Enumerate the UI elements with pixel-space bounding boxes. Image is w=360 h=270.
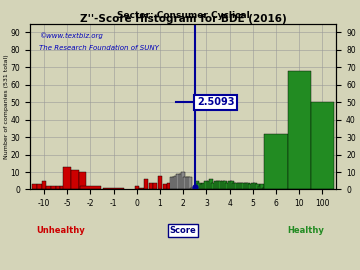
Bar bbox=[237, 183, 241, 190]
Bar bbox=[149, 183, 153, 190]
Bar bbox=[60, 186, 65, 190]
Bar bbox=[181, 172, 185, 190]
Bar bbox=[55, 186, 60, 190]
Bar bbox=[103, 188, 124, 190]
Text: Sector: Consumer Cyclical: Sector: Consumer Cyclical bbox=[117, 11, 249, 20]
Bar bbox=[153, 183, 157, 190]
Bar bbox=[184, 177, 188, 190]
Bar bbox=[200, 184, 204, 190]
Bar bbox=[80, 186, 101, 190]
Bar bbox=[221, 181, 225, 190]
Bar bbox=[42, 181, 46, 190]
Bar bbox=[223, 181, 227, 190]
Text: Unhealthy: Unhealthy bbox=[36, 226, 85, 235]
Bar bbox=[158, 176, 162, 190]
Bar bbox=[46, 186, 51, 190]
Text: 2.5093: 2.5093 bbox=[197, 97, 234, 107]
Text: The Research Foundation of SUNY: The Research Foundation of SUNY bbox=[39, 45, 159, 51]
Bar bbox=[172, 177, 176, 190]
Bar bbox=[32, 184, 37, 190]
Bar bbox=[261, 188, 267, 190]
Bar bbox=[228, 181, 232, 190]
Bar bbox=[188, 177, 192, 190]
Bar bbox=[51, 186, 55, 190]
Bar bbox=[179, 174, 183, 190]
Bar bbox=[202, 183, 206, 190]
Bar bbox=[311, 102, 334, 190]
Bar bbox=[197, 183, 202, 190]
Bar bbox=[79, 172, 86, 190]
Bar bbox=[170, 177, 174, 190]
Bar bbox=[288, 71, 311, 190]
Bar bbox=[71, 170, 79, 190]
Bar bbox=[186, 177, 190, 190]
Bar bbox=[234, 183, 239, 190]
Bar bbox=[246, 183, 250, 190]
Bar bbox=[239, 183, 243, 190]
Y-axis label: Number of companies (531 total): Number of companies (531 total) bbox=[4, 54, 9, 159]
Bar bbox=[63, 167, 71, 190]
Bar bbox=[190, 188, 194, 190]
Bar bbox=[144, 179, 148, 190]
Bar bbox=[230, 181, 234, 190]
Bar bbox=[258, 186, 262, 190]
Bar bbox=[195, 181, 199, 190]
Bar bbox=[244, 183, 248, 190]
Bar bbox=[207, 181, 211, 190]
Bar bbox=[211, 183, 215, 190]
Bar bbox=[174, 176, 178, 190]
Text: ©www.textbiz.org: ©www.textbiz.org bbox=[39, 32, 103, 39]
Bar bbox=[216, 181, 220, 190]
Bar bbox=[213, 181, 218, 190]
Bar bbox=[135, 186, 139, 190]
Bar bbox=[225, 183, 229, 190]
Bar bbox=[242, 183, 246, 190]
Bar bbox=[218, 181, 222, 190]
Bar bbox=[176, 174, 181, 190]
Bar bbox=[204, 181, 208, 190]
Text: Healthy: Healthy bbox=[287, 226, 324, 235]
Bar bbox=[264, 134, 288, 190]
Text: Score: Score bbox=[170, 226, 197, 235]
Bar bbox=[163, 184, 167, 190]
Bar bbox=[248, 184, 253, 190]
Bar bbox=[251, 183, 255, 190]
Bar bbox=[209, 179, 213, 190]
Bar bbox=[255, 184, 260, 190]
Bar bbox=[167, 183, 171, 190]
Bar bbox=[260, 184, 264, 190]
Title: Z''-Score Histogram for BDE (2016): Z''-Score Histogram for BDE (2016) bbox=[80, 14, 287, 24]
Bar bbox=[37, 184, 42, 190]
Bar bbox=[253, 183, 257, 190]
Bar bbox=[139, 188, 144, 190]
Bar bbox=[232, 183, 236, 190]
